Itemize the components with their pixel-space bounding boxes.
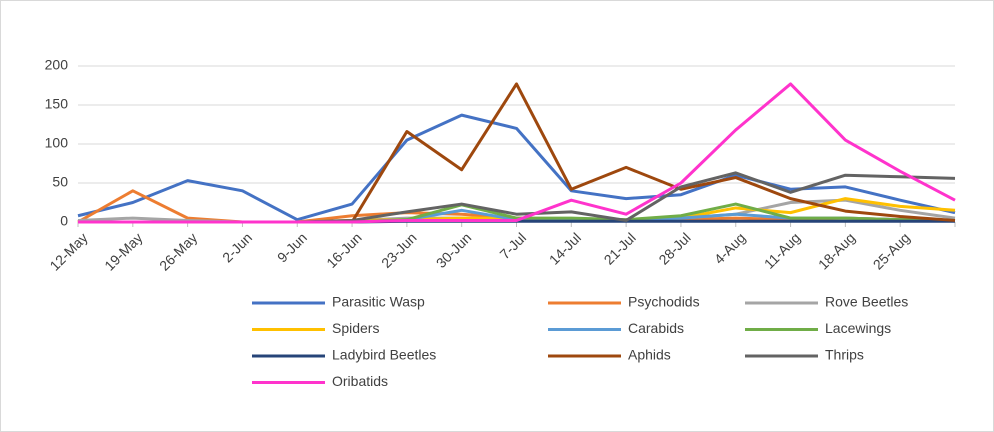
legend-label: Psychodids (628, 294, 700, 310)
y-tick-label: 200 (45, 57, 69, 73)
legend-label: Spiders (332, 320, 379, 336)
series-line (350, 82, 956, 223)
series-line (78, 82, 956, 224)
legend-label: Thrips (825, 347, 864, 363)
y-tick-label: 0 (60, 213, 68, 229)
y-tick-label: 50 (52, 174, 68, 190)
legend-label: Ladybird Beetles (332, 347, 436, 363)
legend-label: Parasitic Wasp (332, 294, 425, 310)
series-line (77, 113, 956, 222)
legend-label: Lacewings (825, 320, 891, 336)
legend-label: Aphids (628, 347, 671, 363)
y-tick-label: 100 (45, 135, 69, 151)
legend-label: Carabids (628, 320, 684, 336)
y-tick-label: 150 (45, 96, 69, 112)
legend-label: Rove Beetles (825, 294, 908, 310)
legend-label: Oribatids (332, 373, 388, 389)
